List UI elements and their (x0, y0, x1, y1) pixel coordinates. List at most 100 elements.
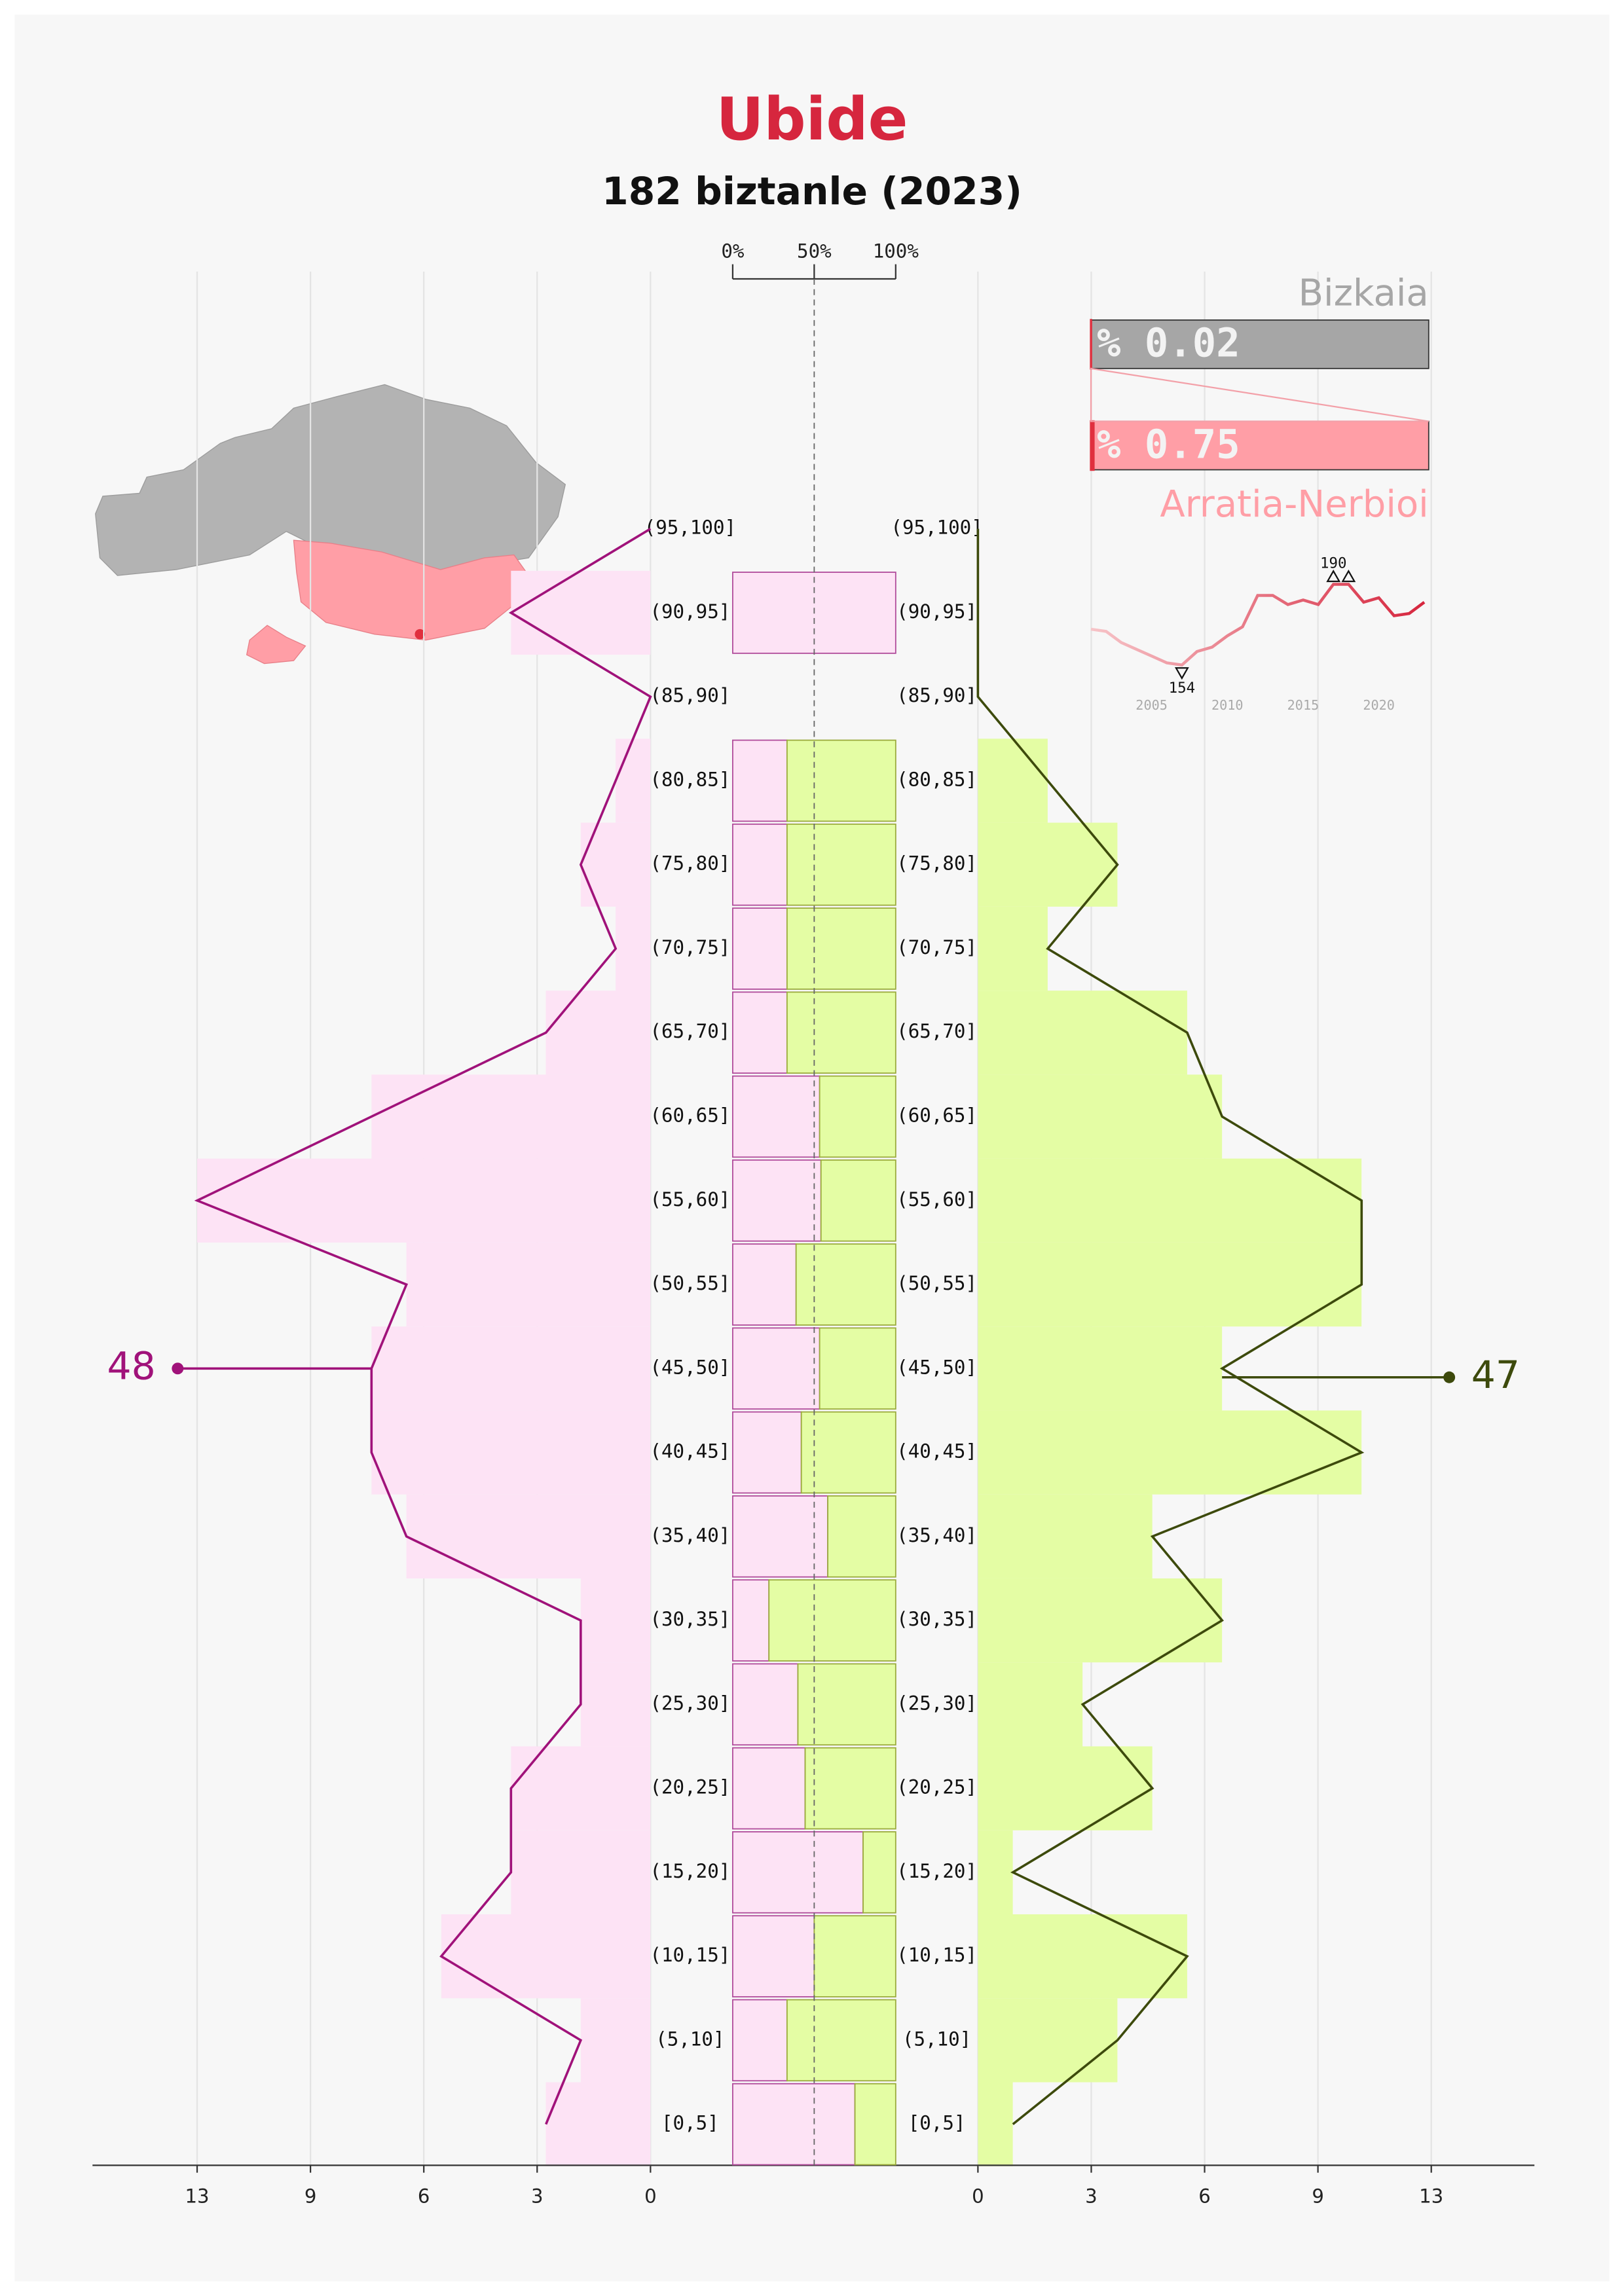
spark-tick-label: 2015 (1287, 697, 1320, 713)
bar-right (978, 1494, 1153, 1578)
row-label-left: (70,75] (650, 936, 730, 958)
share-left (732, 1159, 822, 1242)
share-value: % 0.75 (1097, 422, 1240, 467)
share-left (732, 739, 788, 822)
spark-tick-label: 2010 (1211, 697, 1244, 713)
row-label-left: (80,85] (650, 768, 730, 790)
share-left (732, 1075, 821, 1158)
row-label-right: (20,25] (896, 1776, 977, 1798)
share-label: Arratia-Nerbioi (1160, 483, 1428, 526)
share-right (804, 1747, 896, 1830)
bar-right (978, 738, 1048, 823)
bar-left (441, 1914, 651, 1999)
row-label-left: (65,70] (650, 1020, 730, 1042)
share-right (819, 1327, 896, 1410)
row-label-left: (85,90] (650, 684, 730, 706)
share-left (732, 991, 788, 1074)
row-label-right: (65,70] (896, 1020, 977, 1042)
share-link (1090, 367, 1429, 422)
row-label-left: (10,15] (650, 1944, 730, 1966)
bar-left (406, 1494, 651, 1578)
bar-left (406, 1242, 651, 1327)
share-left (732, 1327, 821, 1410)
bar-left (580, 1578, 651, 1663)
max-marker (1341, 570, 1356, 583)
map (95, 384, 566, 665)
share-right (820, 1159, 896, 1242)
row-label-left: (20,25] (650, 1776, 730, 1798)
row-label-right: (75,80] (896, 852, 977, 875)
share-right (795, 1243, 896, 1326)
share-left (732, 823, 788, 906)
bar-right (978, 1578, 1223, 1663)
share-right (786, 739, 896, 822)
max-label: 190 (1320, 555, 1346, 572)
bar-left (511, 1830, 651, 1914)
row-label-left: (25,30] (650, 1692, 730, 1714)
callout-dot (172, 1362, 184, 1375)
callout-right: 47 (1471, 1353, 1520, 1397)
share-right (819, 1075, 896, 1158)
row-label-left: (5,10] (655, 2028, 724, 2050)
row-label-left: (15,20] (650, 1860, 730, 1882)
row-label-right: (45,50] (896, 1356, 977, 1378)
bar-left (580, 822, 651, 907)
bar-left (616, 738, 651, 823)
row-label-right: (10,15] (896, 1944, 977, 1966)
row-label-left: (40,45] (650, 1440, 730, 1463)
row-label-right: (55,60] (896, 1188, 977, 1211)
row-label-right: (95,100] (891, 517, 982, 539)
sparkline (1090, 583, 1426, 667)
max-marker (1326, 570, 1341, 583)
share-bar (1090, 420, 1430, 471)
share-left (732, 1579, 770, 1662)
bar-right (978, 1914, 1187, 1999)
row-label-left: (60,65] (650, 1104, 730, 1127)
title: Ubide (716, 86, 908, 154)
bar-left (371, 1074, 651, 1159)
share-value: % 0.02 (1097, 321, 1240, 367)
share-tick-label: 100% (873, 240, 919, 263)
share-right (786, 1999, 896, 2082)
row-label-right: (85,90] (896, 684, 977, 706)
share-bar (1090, 319, 1430, 369)
row-label-left: [0,5] (661, 2112, 719, 2134)
bar-right (978, 1746, 1153, 1831)
callout-left: 48 (107, 1343, 155, 1388)
share-right (768, 1579, 896, 1662)
bar-right (978, 1830, 1013, 1914)
row-label-left: (95,100] (644, 517, 736, 539)
row-label-left: (50,55] (650, 1272, 730, 1294)
row-label-right: (70,75] (896, 936, 977, 958)
x-tick-label: 9 (1312, 2185, 1324, 2208)
bar-right (978, 1998, 1118, 2083)
spark-tick-label: 2005 (1135, 697, 1168, 713)
bar-left (616, 906, 651, 991)
min-label: 154 (1169, 680, 1195, 697)
min-marker (1174, 667, 1189, 680)
bar-left (580, 1998, 651, 2083)
share-left (732, 1243, 797, 1326)
share-right (813, 1915, 896, 1997)
line-left (194, 528, 652, 2125)
bar-left (371, 1410, 651, 1495)
share-left (732, 1915, 815, 1997)
share-right (786, 991, 896, 1074)
bar-right (978, 1158, 1362, 1243)
row-label-left: (35,40] (650, 1524, 730, 1546)
bar-left (545, 2082, 651, 2166)
row-label-right: (35,40] (896, 1524, 977, 1546)
bar-right (978, 1242, 1362, 1327)
row-label-right: (15,20] (896, 1860, 977, 1882)
bar-left (580, 1662, 651, 1747)
share-right (797, 1663, 896, 1746)
bar-left (511, 570, 651, 655)
row-label-right: (60,65] (896, 1104, 977, 1127)
bar-right (978, 991, 1187, 1075)
row-label-right: (80,85] (896, 768, 977, 790)
bar-right (978, 1410, 1362, 1495)
row-label-right: [0,5] (908, 2112, 966, 2134)
spark-tick-label: 2020 (1363, 697, 1395, 713)
line-right (976, 528, 1365, 2126)
